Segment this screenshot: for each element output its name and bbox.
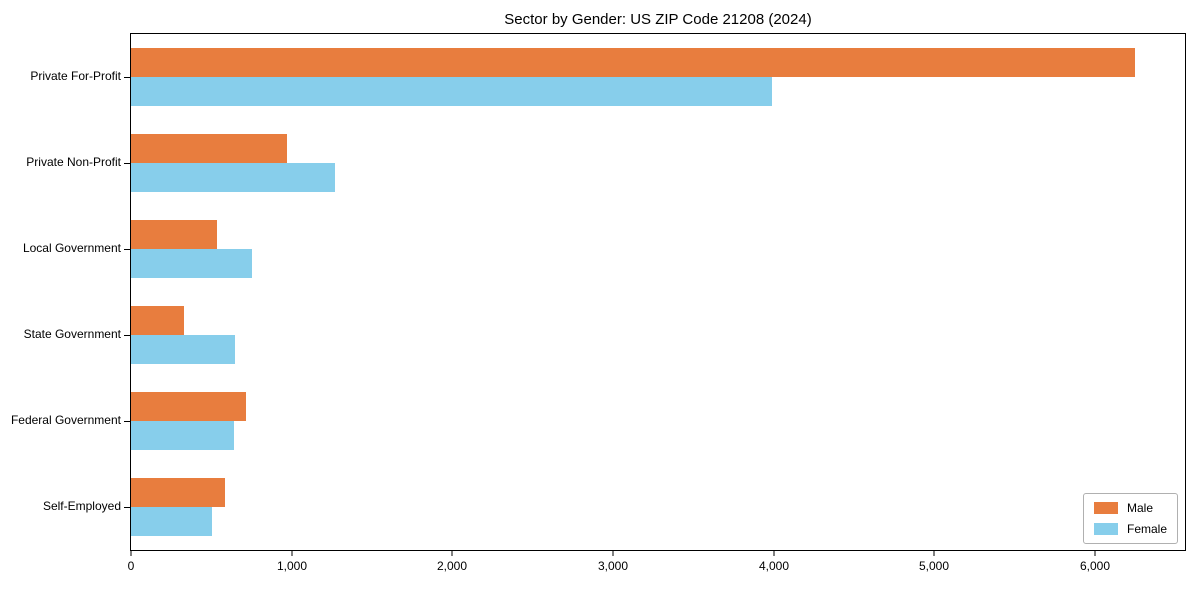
bar-male-local-government bbox=[131, 220, 217, 249]
x-tick bbox=[933, 550, 935, 556]
x-tick bbox=[773, 550, 775, 556]
bar-female-state-government bbox=[131, 335, 235, 364]
legend-item-female: Female bbox=[1093, 522, 1167, 536]
legend-label-female: Female bbox=[1126, 522, 1167, 536]
legend-item-male: Male bbox=[1093, 501, 1167, 515]
x-tick-label: 6,000 bbox=[1079, 559, 1111, 573]
x-tick bbox=[130, 550, 132, 556]
bar-male-self-employed bbox=[131, 478, 225, 507]
x-tick bbox=[291, 550, 293, 556]
legend-label-male: Male bbox=[1126, 501, 1153, 515]
y-tick bbox=[124, 163, 130, 164]
bar-male-state-government bbox=[131, 306, 184, 335]
y-tick-label: Federal Government bbox=[10, 413, 121, 427]
legend-swatch-female bbox=[1093, 523, 1118, 535]
y-tick bbox=[124, 77, 130, 78]
plot-area: Male Female 0 1,000 2,000 3,000 4,000 5,000 6,… bbox=[124, 33, 1186, 573]
bar-male-private-non-profit bbox=[131, 134, 287, 163]
x-tick-label: 3,000 bbox=[597, 559, 629, 573]
y-tick bbox=[124, 249, 130, 250]
y-tick-label: Self-Employed bbox=[42, 499, 121, 513]
x-tick bbox=[612, 550, 614, 556]
bar-male-federal-government bbox=[131, 392, 246, 421]
x-tick-label: 1,000 bbox=[276, 559, 308, 573]
bar-female-self-employed bbox=[131, 507, 212, 536]
x-tick-label: 4,000 bbox=[758, 559, 790, 573]
bar-male-private-for-profit bbox=[131, 48, 1135, 77]
x-tick bbox=[451, 550, 453, 556]
bar-female-private-non-profit bbox=[131, 163, 335, 192]
y-tick bbox=[124, 335, 130, 336]
bar-female-private-for-profit bbox=[131, 77, 772, 106]
y-tick bbox=[124, 507, 130, 508]
y-tick-label: Local Government bbox=[22, 241, 121, 255]
legend: Male Female bbox=[1082, 493, 1178, 544]
bar-female-local-government bbox=[131, 249, 252, 278]
bar-female-federal-government bbox=[131, 421, 234, 450]
y-axis-labels: Private For-Profit Private Non-Profit Loca… bbox=[0, 33, 121, 551]
y-tick bbox=[124, 421, 130, 422]
y-tick-label: State Government bbox=[23, 327, 121, 341]
x-tick-label: 0 bbox=[127, 559, 135, 573]
legend-swatch-male bbox=[1093, 502, 1118, 514]
y-tick-label: Private Non-Profit bbox=[26, 155, 121, 169]
chart-title: Sector by Gender: US ZIP Code 21208 (202… bbox=[504, 11, 812, 28]
x-tick-label: 5,000 bbox=[918, 559, 950, 573]
y-tick-label: Private For-Profit bbox=[30, 69, 121, 83]
x-tick bbox=[1094, 550, 1096, 556]
x-tick-label: 2,000 bbox=[436, 559, 468, 573]
